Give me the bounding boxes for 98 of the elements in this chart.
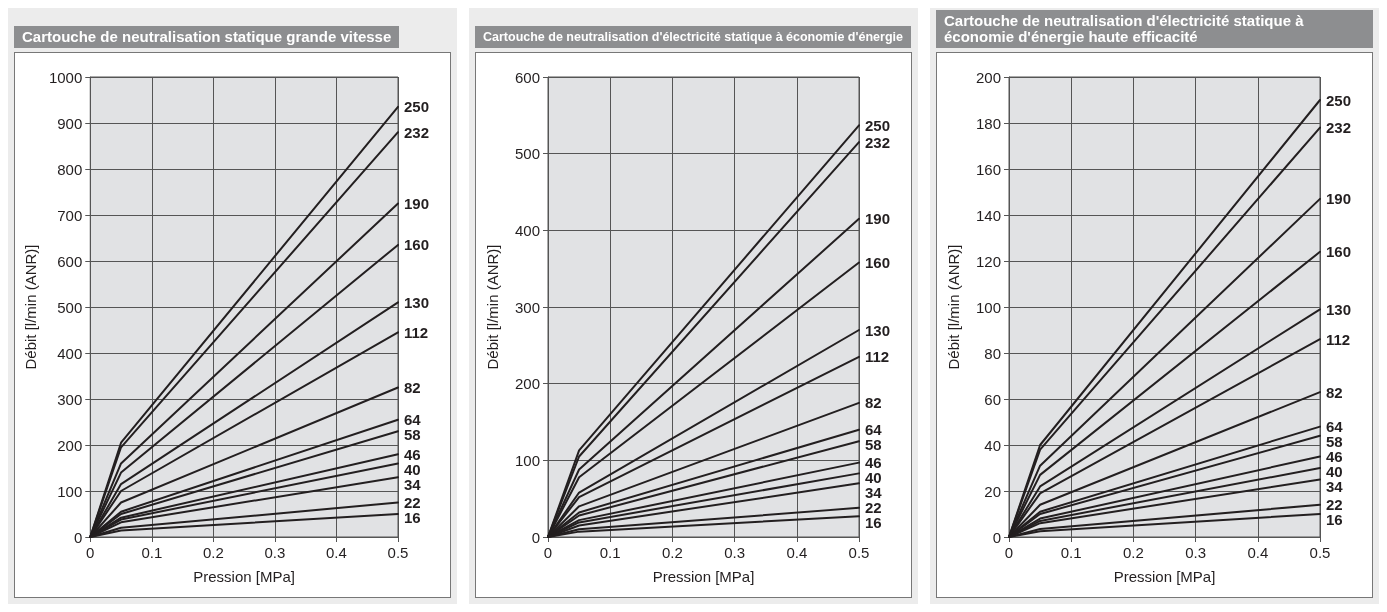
x-tick-label: 0.3 (724, 543, 746, 561)
series-label: 112 (1326, 330, 1351, 348)
series-label: 190 (865, 209, 891, 227)
series-label: 40 (1326, 462, 1343, 480)
x-tick-label: 0.4 (326, 543, 347, 561)
series-label: 58 (404, 425, 421, 443)
series-label: 34 (865, 483, 883, 501)
y-tick-label: 60 (984, 390, 1001, 408)
series-label: 58 (865, 435, 882, 453)
series-label: 64 (1326, 417, 1344, 435)
series-label: 34 (404, 475, 422, 493)
series-label: 160 (865, 253, 891, 271)
y-tick-label: 80 (984, 344, 1001, 362)
y-tick-label: 800 (57, 160, 83, 178)
x-axis-title: Pression [MPa] (652, 567, 755, 585)
series-label: 40 (865, 468, 882, 486)
series-label: 34 (1326, 477, 1344, 495)
x-tick-label: 0.1 (141, 543, 163, 561)
x-tick-label: 0.5 (387, 543, 409, 561)
series-label: 22 (865, 498, 882, 516)
series-label: 160 (1326, 242, 1352, 260)
y-tick-label: 0 (531, 528, 540, 546)
x-axis-title: Pression [MPa] (193, 567, 295, 585)
y-tick-label: 300 (57, 390, 83, 408)
series-label: 64 (865, 420, 883, 438)
x-tick-label: 0.5 (1309, 543, 1331, 561)
y-tick-label: 100 (975, 298, 1001, 316)
series-label: 160 (404, 235, 430, 253)
y-tick-label: 700 (57, 206, 83, 224)
series-label: 82 (865, 393, 882, 411)
y-tick-label: 0 (992, 528, 1001, 546)
y-tick-label: 160 (975, 160, 1001, 178)
y-axis-title: Débit [l/min (ANR)] (484, 244, 501, 370)
x-tick-label: 0.3 (264, 543, 286, 561)
y-tick-label: 1000 (48, 68, 83, 86)
y-tick-label: 200 (57, 436, 83, 454)
series-label: 232 (865, 133, 891, 151)
y-tick-label: 200 (514, 374, 540, 392)
series-label: 40 (404, 460, 421, 478)
series-label: 232 (1326, 118, 1352, 136)
series-label: 112 (865, 347, 890, 365)
x-axis-title: Pression [MPa] (1113, 567, 1216, 585)
x-tick-label: 0.4 (1247, 543, 1269, 561)
series-label: 16 (1326, 510, 1343, 528)
x-tick-label: 0.1 (599, 543, 621, 561)
series-label: 58 (1326, 432, 1343, 450)
y-tick-label: 400 (57, 344, 83, 362)
y-tick-label: 600 (514, 68, 540, 86)
x-tick-label: 0.2 (202, 543, 224, 561)
series-label: 82 (1326, 383, 1343, 401)
y-tick-label: 100 (57, 482, 83, 500)
x-tick-label: 0 (1004, 543, 1014, 561)
y-tick-label: 300 (514, 298, 540, 316)
y-tick-label: 600 (57, 252, 83, 270)
y-tick-label: 0 (73, 528, 83, 546)
y-tick-label: 400 (514, 221, 540, 239)
series-label: 46 (404, 445, 421, 463)
y-tick-label: 140 (975, 206, 1001, 224)
series-label: 232 (404, 123, 430, 141)
series-label: 130 (865, 321, 891, 339)
series-label: 16 (404, 508, 421, 526)
x-tick-label: 0.5 (848, 543, 870, 561)
series-label: 112 (404, 323, 429, 341)
x-tick-label: 0.1 (1060, 543, 1082, 561)
series-label: 22 (404, 493, 421, 511)
x-tick-label: 0 (543, 543, 553, 561)
series-label: 250 (404, 97, 430, 115)
chart-title: Cartouche de neutralisation d'électricité statique à économie d'énergie haute efficacité (936, 9, 1373, 48)
series-label: 190 (1326, 189, 1352, 207)
y-axis-title: Débit [l/min (ANR)] (22, 244, 39, 370)
x-tick-label: 0.3 (1185, 543, 1207, 561)
x-tick-label: 0.2 (1122, 543, 1144, 561)
y-tick-label: 500 (57, 298, 83, 316)
chart-title: Cartouche de neutralisation d'électricité statique à économie d'énergie (475, 25, 911, 48)
x-tick-label: 0 (86, 543, 95, 561)
chart-title: Cartouche de neutralisation statique grande vitesse (14, 25, 400, 48)
y-axis-title: Débit [l/min (ANR)] (945, 244, 962, 370)
x-tick-label: 0.2 (661, 543, 683, 561)
y-tick-label: 200 (975, 68, 1001, 86)
series-label: 22 (1326, 495, 1343, 513)
series-label: 250 (865, 116, 891, 134)
y-tick-label: 900 (57, 114, 83, 132)
y-tick-label: 180 (975, 114, 1001, 132)
y-tick-label: 500 (514, 144, 540, 162)
y-tick-label: 100 (514, 451, 540, 469)
series-label: 190 (404, 194, 430, 212)
y-tick-label: 120 (975, 252, 1001, 270)
x-tick-label: 0.4 (786, 543, 808, 561)
y-tick-label: 20 (984, 482, 1001, 500)
series-label: 46 (865, 453, 882, 471)
series-label: 64 (404, 410, 422, 428)
series-label: 16 (865, 513, 882, 531)
series-label: 130 (1326, 300, 1352, 318)
series-label: 82 (404, 378, 421, 396)
series-label: 46 (1326, 447, 1343, 465)
series-label: 250 (1326, 91, 1352, 109)
series-label: 130 (404, 293, 430, 311)
y-tick-label: 40 (984, 436, 1001, 454)
